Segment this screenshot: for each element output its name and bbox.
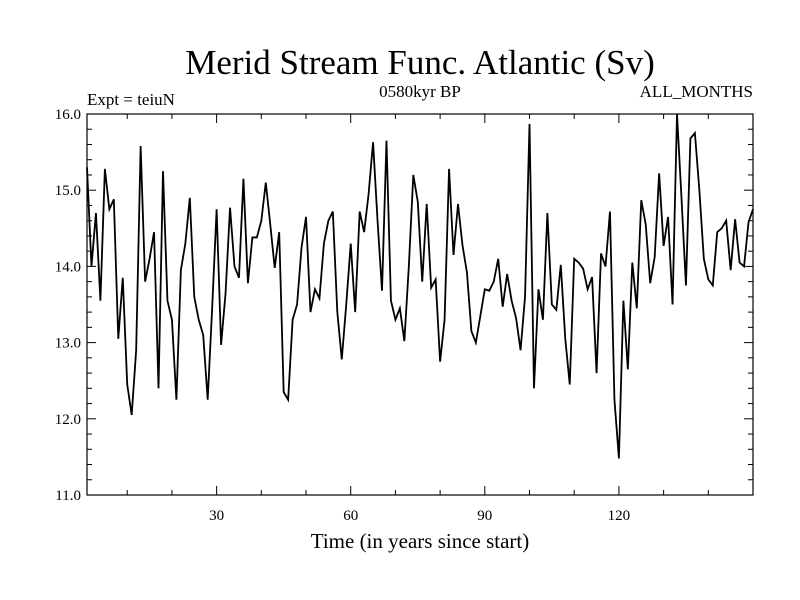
x-tick-label: 120: [608, 508, 631, 524]
plot-frame: [86, 113, 754, 496]
series-group: [86, 113, 754, 459]
y-tick-label: 11.0: [55, 488, 81, 504]
x-tick-label: 60: [343, 508, 358, 524]
y-tick-label: 12.0: [55, 412, 81, 428]
x-tick-label: 90: [477, 508, 492, 524]
y-axis: 11.0 12.0 13.0 14.0 15.0 16.0: [55, 107, 753, 504]
y-tick-label: 13.0: [55, 336, 81, 352]
x-axis-label: Time (in years since start): [311, 529, 530, 553]
y-tick-label: 15.0: [55, 183, 81, 199]
chart-title: Merid Stream Func. Atlantic (Sv): [185, 43, 655, 82]
x-tick-label: 30: [209, 508, 224, 524]
y-tick-label: 14.0: [55, 259, 81, 275]
series-line: [86, 113, 754, 459]
experiment-label: Expt = teiuN: [87, 90, 175, 109]
period-label: 0580kyr BP: [379, 82, 461, 101]
months-label: ALL_MONTHS: [640, 82, 753, 101]
y-tick-label: 16.0: [55, 107, 81, 123]
x-axis: 30 60 90 120: [126, 114, 709, 524]
